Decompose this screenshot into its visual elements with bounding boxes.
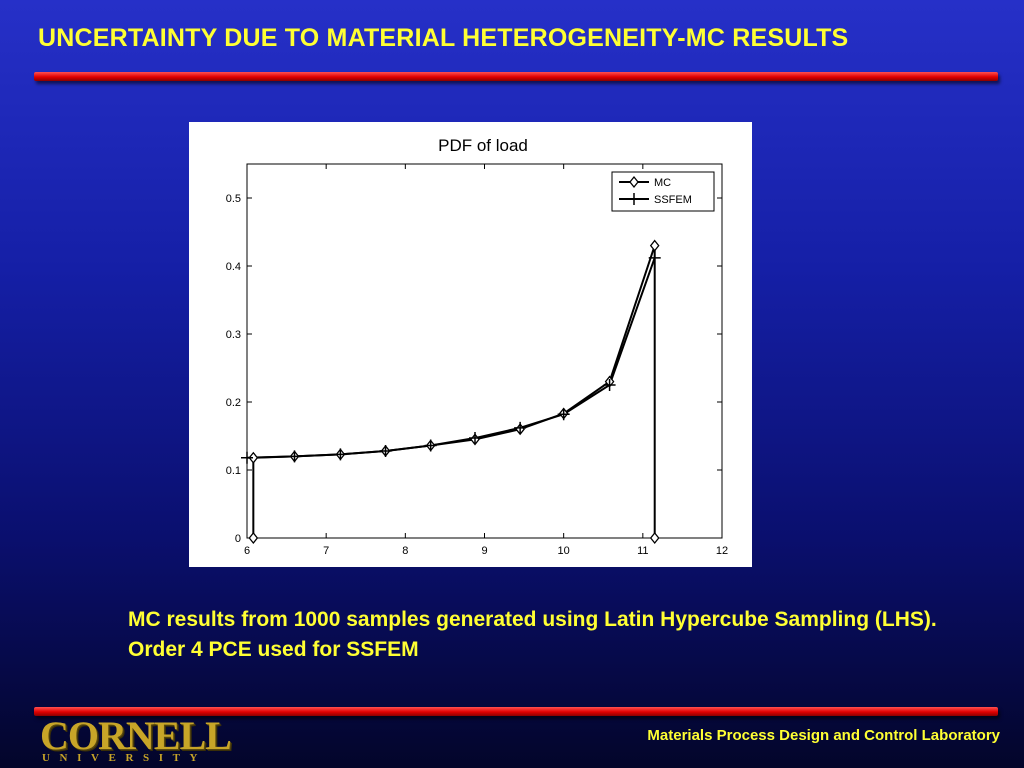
legend-ssfem-label: SSFEM: [654, 194, 692, 206]
y-tick-label: 0: [235, 533, 241, 545]
slide-caption: MC results from 1000 samples generated u…: [128, 608, 937, 661]
y-tick-label: 0.2: [226, 397, 241, 409]
y-tick-label: 0.5: [226, 193, 241, 205]
x-tick-label: 12: [716, 545, 728, 557]
pdf-chart: PDF of load 6 7 8 9 10 11 12 0 0.1 0.2 0.3 0.4 0.5 M…: [226, 136, 728, 557]
ssfem-data-point: [288, 450, 301, 463]
cornell-logo: CORNELL UNIVERSITY: [40, 713, 250, 768]
lab-name: Materials Process Design and Control Lab…: [647, 727, 1000, 744]
ssfem-data-point: [557, 408, 570, 421]
x-tick-label: 10: [558, 545, 570, 557]
mc-data-point: [649, 531, 660, 545]
x-tick-label: 7: [323, 545, 329, 557]
y-tick-label: 0.3: [226, 329, 241, 341]
ssfem-data-point: [334, 448, 347, 461]
x-tick-label: 9: [481, 545, 487, 557]
ssfem-data-point: [603, 379, 616, 391]
ssfem-data-point: [379, 444, 392, 457]
plot-area: [246, 163, 723, 539]
slide-title: UNCERTAINTY DUE TO MATERIAL HETEROGENEIT…: [38, 24, 849, 52]
chart-panel: PDF of load 6 7 8 9 10 11 12 0 0.1 0.2 0.3 0.4 0.5 M…: [189, 122, 752, 567]
x-tick-label: 11: [637, 545, 648, 557]
legend-box: [611, 171, 715, 212]
logo-wordmark: CORNELL: [40, 713, 232, 758]
ssfem-data-point: [469, 432, 481, 445]
mc-data-point: [248, 531, 259, 545]
mc-data-point: [649, 239, 660, 252]
y-tick-label: 0.4: [226, 261, 241, 273]
chart-legend: MC SSFEM: [611, 171, 715, 212]
bottom-divider: [34, 707, 998, 716]
legend-mc-label: MC: [654, 177, 671, 189]
ssfem-data-point: [648, 251, 661, 264]
top-divider: [34, 72, 998, 81]
y-tick-label: 0.1: [226, 465, 241, 477]
logo-subtitle: UNIVERSITY: [42, 752, 208, 764]
legend-mc-marker: [629, 175, 639, 189]
ssfem-data-point: [514, 421, 527, 434]
mc-data-point: [248, 451, 259, 464]
x-tick-label: 6: [244, 545, 250, 557]
ssfem-data-point: [424, 439, 437, 452]
x-tick-label: 8: [402, 545, 408, 557]
legend-ssfem-marker: [628, 193, 640, 205]
ssfem-series-line: [246, 257, 656, 459]
chart-title: PDF of load: [438, 136, 528, 155]
ssfem-data-point: [241, 451, 253, 464]
